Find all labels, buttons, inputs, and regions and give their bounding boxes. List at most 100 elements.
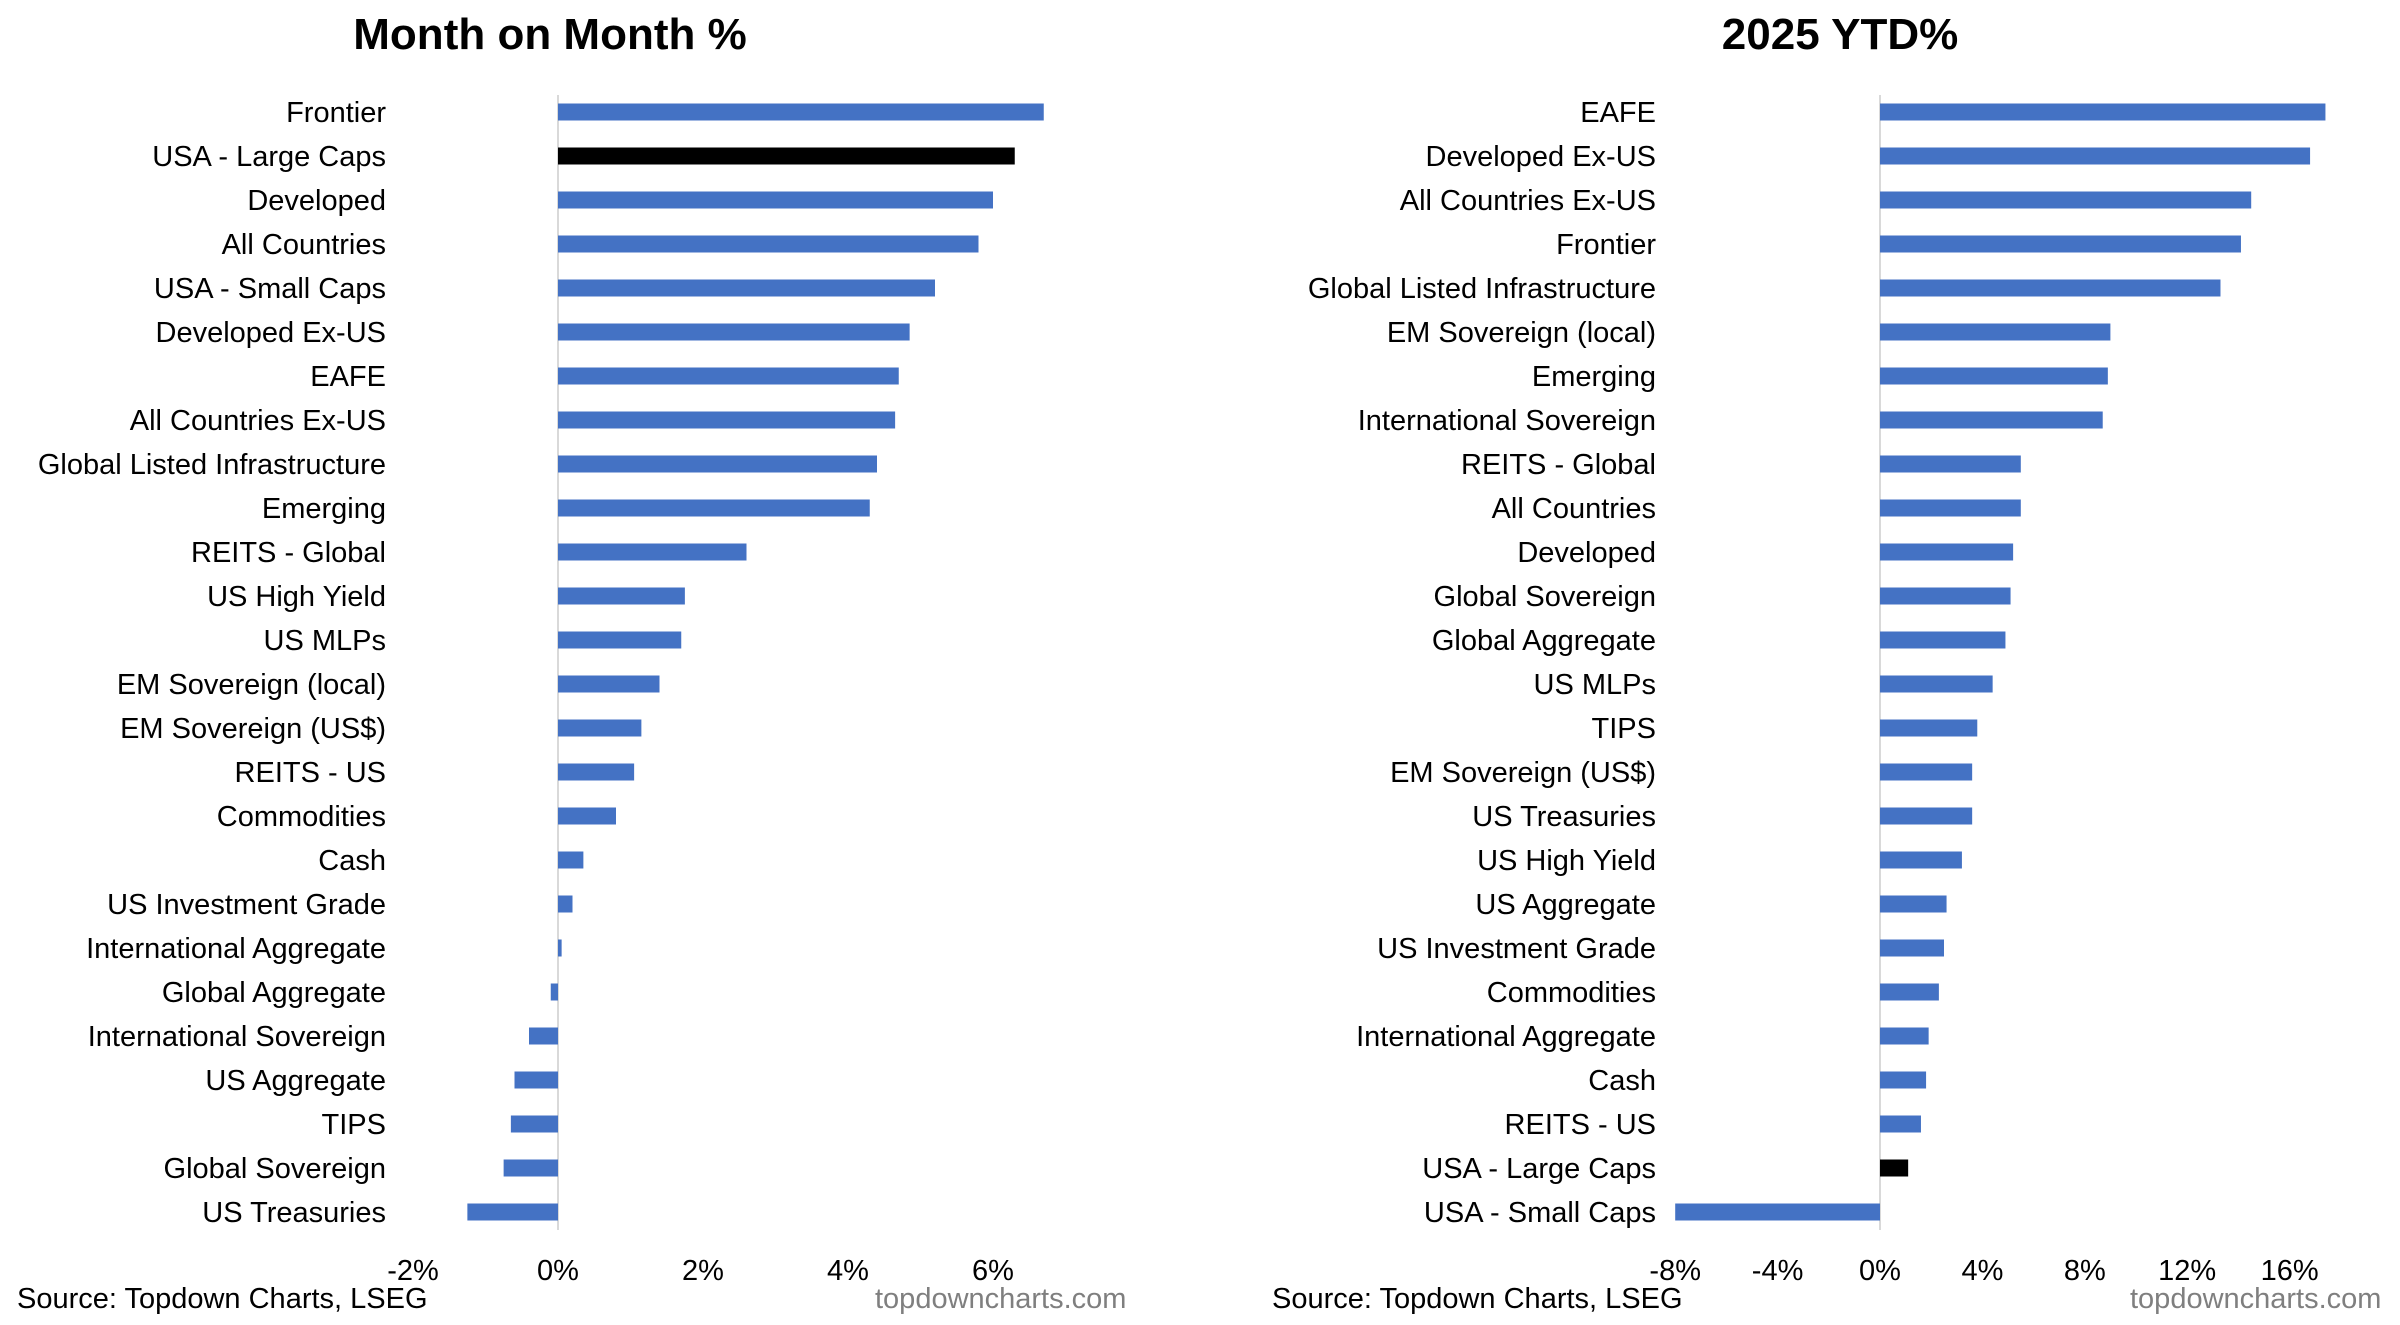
category-label: International Sovereign	[1358, 405, 1656, 437]
bar-us-investment-grade	[558, 895, 573, 913]
category-label: EM Sovereign (US$)	[1390, 757, 1656, 789]
category-label: Commodities	[1487, 977, 1656, 1009]
bar-em-sovereign-local	[558, 675, 660, 693]
x-tick-label: -8%	[1649, 1255, 1701, 1287]
category-label: EM Sovereign (local)	[1387, 317, 1656, 349]
bar-international-aggregate	[558, 939, 562, 957]
x-tick-label: 8%	[2064, 1255, 2106, 1287]
category-label: Global Listed Infrastructure	[38, 449, 386, 481]
bar-developed-ex-us	[558, 323, 910, 341]
category-label: Frontier	[286, 97, 386, 129]
bar-tips	[510, 1115, 558, 1133]
x-tick-label: 4%	[1961, 1255, 2003, 1287]
bar-global-aggregate	[1880, 631, 2006, 649]
bar-usa-large-caps	[558, 147, 1015, 165]
x-tick-label: 0%	[1859, 1255, 1901, 1287]
bar-global-sovereign	[1880, 587, 2011, 605]
category-label: Developed	[1517, 537, 1656, 569]
bar-eafe	[1880, 103, 2326, 121]
bar-developed	[1880, 543, 2014, 561]
category-label: US High Yield	[1477, 845, 1656, 877]
bar-frontier	[558, 103, 1044, 121]
x-tick-label: -2%	[387, 1255, 439, 1287]
x-tick-label: 16%	[2261, 1255, 2319, 1287]
category-label: Frontier	[1556, 229, 1656, 261]
category-label: USA - Large Caps	[152, 141, 386, 173]
category-label: Cash	[1588, 1065, 1656, 1097]
bar-us-high-yield	[1880, 851, 1962, 869]
category-label: Developed	[247, 185, 386, 217]
bar-reits-global	[558, 543, 747, 561]
bar-us-treasuries	[1880, 807, 1973, 825]
right-chart-title: 2025 YTD%	[1721, 10, 1959, 59]
left-bar-chart: Frontier USA - Large Caps Developed All Cou…	[38, 95, 1044, 1287]
category-label: Commodities	[217, 801, 386, 833]
x-tick-label: 4%	[827, 1255, 869, 1287]
category-label: Global Sovereign	[1434, 581, 1656, 613]
bar-reits-us	[558, 763, 635, 781]
category-label: US MLPs	[1534, 669, 1656, 701]
category-label: Emerging	[1532, 361, 1656, 393]
left-chart-panel: Month on Month % Frontier USA - Large Cap…	[17, 10, 1126, 1315]
category-label: REITS - US	[1505, 1109, 1656, 1141]
bar-cash	[1880, 1071, 1927, 1089]
bar-us-mlps	[558, 631, 682, 649]
category-label: US Treasuries	[202, 1197, 386, 1229]
bar-emerging	[1880, 367, 2108, 385]
category-label: Global Sovereign	[164, 1153, 386, 1185]
category-label: Global Listed Infrastructure	[1308, 273, 1656, 305]
bar-developed	[558, 191, 993, 209]
bar-cash	[558, 851, 584, 869]
bar-developed-ex-us	[1880, 147, 2311, 165]
bar-us-aggregate	[514, 1071, 558, 1089]
bar-international-sovereign	[1880, 411, 2103, 429]
bar-usa-small-caps	[558, 279, 935, 297]
x-tick-label: 6%	[972, 1255, 1014, 1287]
x-tick-label: 0%	[537, 1255, 579, 1287]
category-label: Global Aggregate	[162, 977, 386, 1009]
category-label: International Sovereign	[88, 1021, 386, 1053]
category-label: All Countries	[222, 229, 386, 261]
category-label: REITS - Global	[191, 537, 386, 569]
bar-commodities	[558, 807, 616, 825]
category-label: Developed Ex-US	[1426, 141, 1657, 173]
bar-international-sovereign	[529, 1027, 558, 1045]
bar-emerging	[558, 499, 870, 517]
bar-frontier	[1880, 235, 2241, 253]
category-label: US Investment Grade	[1377, 933, 1656, 965]
category-label: TIPS	[322, 1109, 386, 1141]
bar-global-aggregate	[550, 983, 558, 1001]
category-label: USA - Small Caps	[154, 273, 386, 305]
bar-commodities	[1880, 983, 1939, 1001]
category-label: All Countries	[1492, 493, 1656, 525]
category-label: REITS - Global	[1461, 449, 1656, 481]
right-bar-chart: EAFE Developed Ex-US All Countries Ex-US Fr…	[1308, 95, 2326, 1287]
bar-em-sovereign-local	[1880, 323, 2111, 341]
category-label: US Investment Grade	[107, 889, 386, 921]
bar-us-investment-grade	[1880, 939, 1944, 957]
bar-usa-small-caps	[1675, 1203, 1880, 1221]
category-label: US Aggregate	[1475, 889, 1656, 921]
category-label: Global Aggregate	[1432, 625, 1656, 657]
category-label: USA - Small Caps	[1424, 1197, 1656, 1229]
category-label: US High Yield	[207, 581, 386, 613]
bar-us-treasuries	[467, 1203, 558, 1221]
bar-global-sovereign	[503, 1159, 558, 1177]
category-label: International Aggregate	[1356, 1021, 1656, 1053]
bar-global-listed-infrastructure	[1880, 279, 2221, 297]
bar-us-mlps	[1880, 675, 1993, 693]
bar-international-aggregate	[1880, 1027, 1929, 1045]
bar-tips	[1880, 719, 1978, 737]
category-label: EAFE	[1580, 97, 1656, 129]
category-label: All Countries Ex-US	[130, 405, 386, 437]
category-label: EAFE	[310, 361, 386, 393]
left-source-note: Source: Topdown Charts, LSEG	[17, 1283, 428, 1315]
category-label: USA - Large Caps	[1422, 1153, 1656, 1185]
category-label: EM Sovereign (local)	[117, 669, 386, 701]
category-label: International Aggregate	[86, 933, 386, 965]
category-label: Developed Ex-US	[156, 317, 387, 349]
bar-global-listed-infrastructure	[558, 455, 877, 473]
category-label: US Treasuries	[1472, 801, 1656, 833]
bar-us-high-yield	[558, 587, 685, 605]
category-label: Cash	[318, 845, 386, 877]
